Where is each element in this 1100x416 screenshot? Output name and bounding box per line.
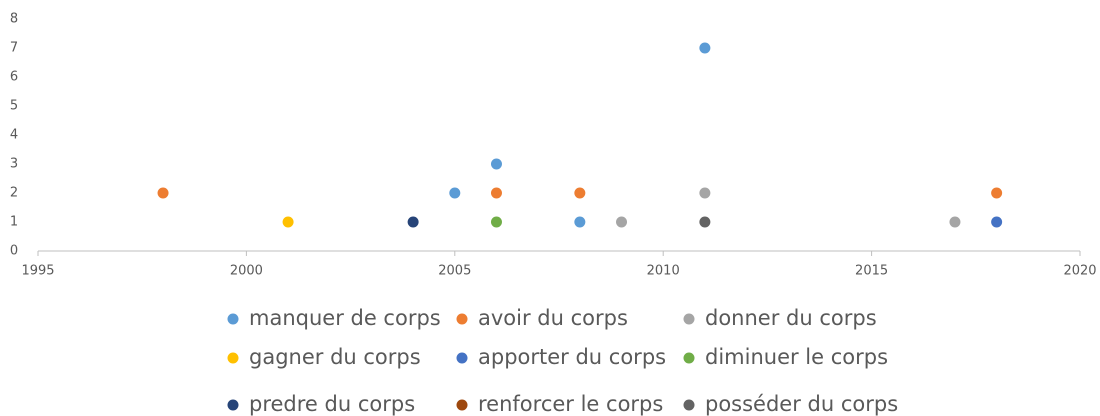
y-tick-label: 8 <box>10 12 18 27</box>
x-tick-label: 1995 <box>21 264 54 279</box>
legend-label: posséder du corps <box>705 392 898 416</box>
point <box>574 187 586 199</box>
legend-label: avoir du corps <box>478 306 628 330</box>
x-tick-label: 2020 <box>1063 264 1096 279</box>
point <box>699 216 711 228</box>
y-tick-label: 0 <box>10 244 18 259</box>
legend-marker <box>227 399 239 411</box>
point <box>699 42 711 54</box>
legend-label: predre du corps <box>249 392 415 416</box>
y-tick-label: 6 <box>10 70 18 85</box>
point <box>699 187 711 199</box>
point <box>991 187 1003 199</box>
y-tick-label: 4 <box>10 128 18 143</box>
legend-label: manquer de corps <box>249 306 441 330</box>
point <box>490 216 502 228</box>
point <box>407 216 419 228</box>
legend-label: diminuer le corps <box>705 345 888 369</box>
y-tick-label: 7 <box>10 41 18 56</box>
legend-label: renforcer le corps <box>478 392 663 416</box>
x-tick-label: 2015 <box>855 264 888 279</box>
legend-label: donner du corps <box>705 306 877 330</box>
legend-marker <box>683 399 695 411</box>
point <box>991 216 1003 228</box>
point <box>449 187 461 199</box>
legend-marker <box>227 313 239 325</box>
legend-marker <box>456 313 468 325</box>
legend-marker <box>227 352 239 364</box>
legend-label: gagner du corps <box>249 345 421 369</box>
point <box>157 187 169 199</box>
x-tick-label: 2010 <box>647 264 680 279</box>
legend-marker <box>456 399 468 411</box>
point <box>616 216 628 228</box>
y-tick-label: 1 <box>10 215 18 230</box>
y-tick-label: 5 <box>10 99 18 114</box>
point <box>282 216 294 228</box>
legend-label: apporter du corps <box>478 345 666 369</box>
x-tick-label: 2000 <box>230 264 263 279</box>
legend-marker <box>683 313 695 325</box>
point <box>574 216 586 228</box>
y-tick-label: 3 <box>10 157 18 172</box>
point <box>490 158 502 170</box>
legend-marker <box>683 352 695 364</box>
point <box>490 187 502 199</box>
y-tick-label: 2 <box>10 186 18 201</box>
point <box>949 216 961 228</box>
legend-marker <box>456 352 468 364</box>
x-tick-label: 2005 <box>438 264 471 279</box>
